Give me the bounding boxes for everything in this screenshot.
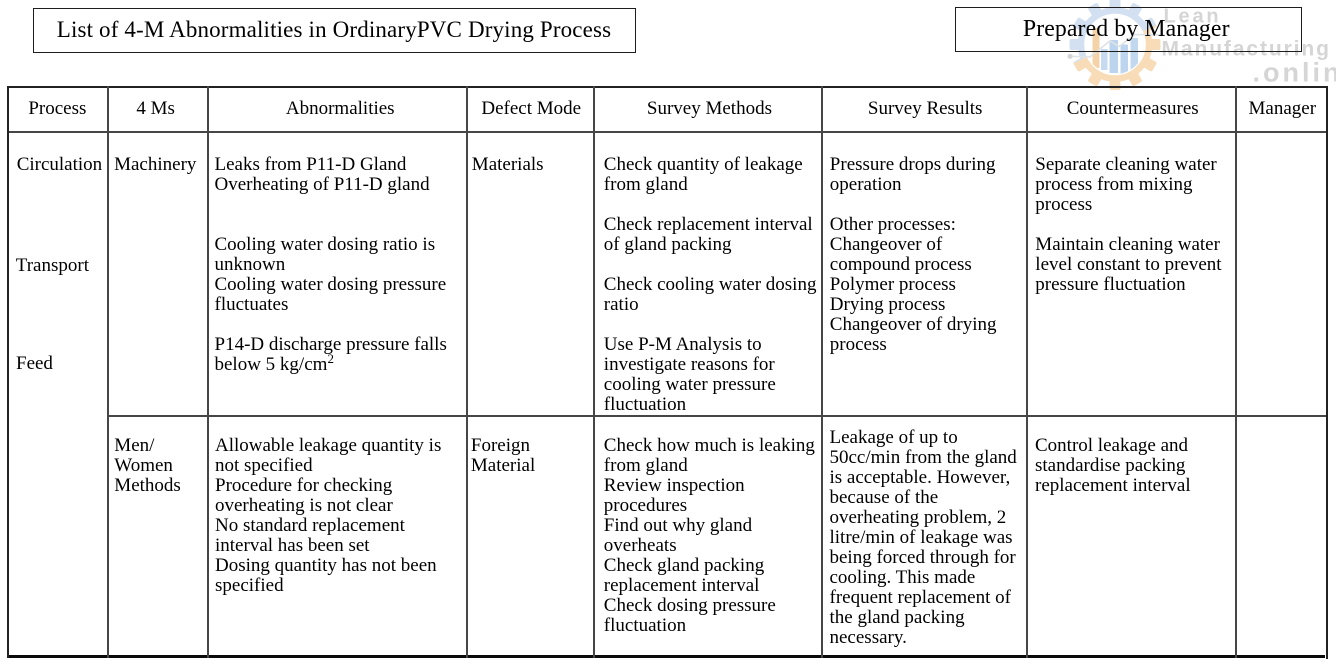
svg-text:Lean: Lean bbox=[1164, 6, 1222, 28]
svg-text:Manufacturing: Manufacturing bbox=[1162, 38, 1331, 61]
svg-text:.online: .online bbox=[1253, 58, 1336, 88]
